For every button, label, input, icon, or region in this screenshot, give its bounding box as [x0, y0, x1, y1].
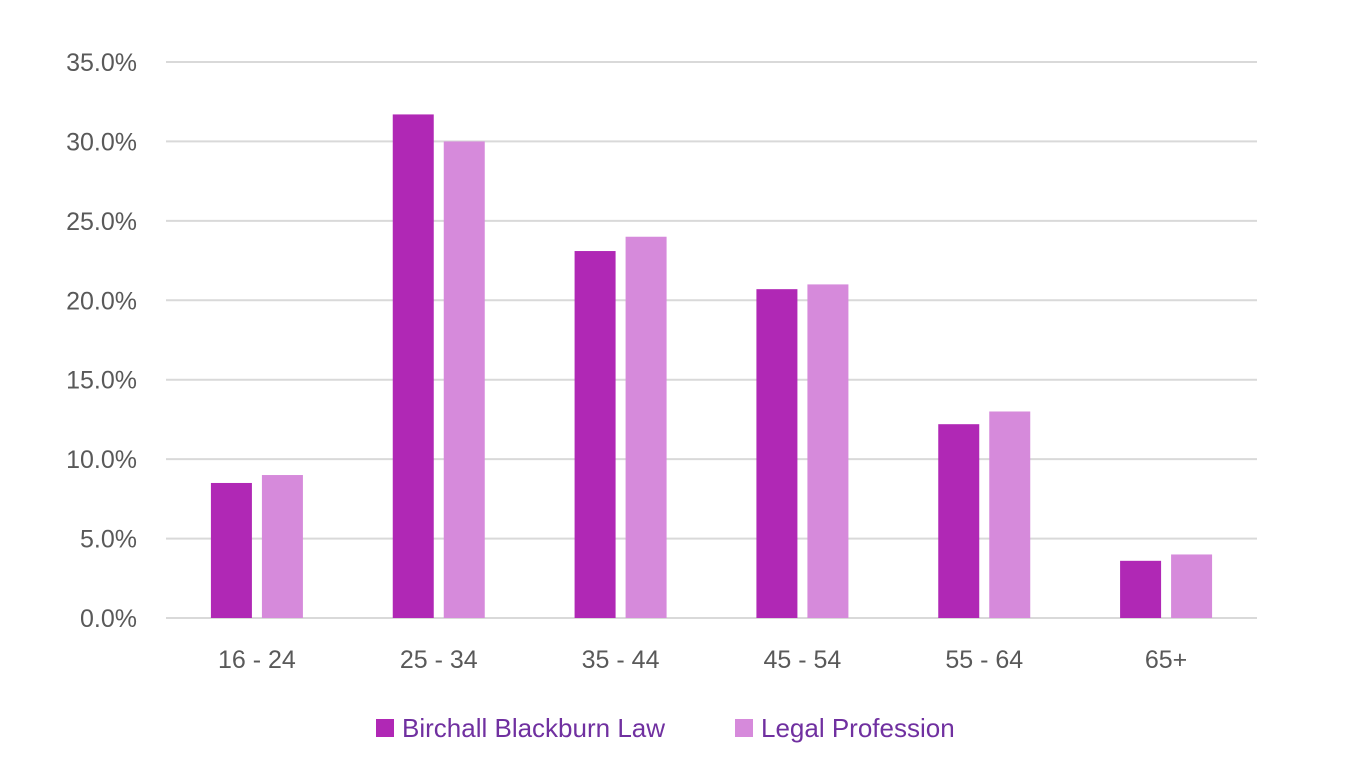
y-tick-label: 0.0% [80, 605, 137, 633]
y-tick-label: 15.0% [66, 367, 137, 395]
bars [210, 114, 1213, 619]
bar-birchall-blackburn-law [392, 114, 434, 619]
legend: Birchall Blackburn Law Legal Profession [376, 713, 955, 743]
bar-birchall-blackburn-law [1120, 560, 1162, 618]
x-tick-label: 16 - 24 [218, 646, 296, 674]
bar-legal-profession [261, 475, 303, 618]
legend-swatch [376, 719, 394, 737]
legend-label: Legal Profession [761, 713, 955, 743]
bar-birchall-blackburn-law [756, 289, 798, 618]
bar-legal-profession [443, 141, 485, 618]
gridlines [166, 61, 1257, 619]
y-tick-label: 20.0% [66, 287, 137, 315]
x-axis-tick-labels: 16 - 24 25 - 34 35 - 44 45 - 54 55 - 64 65+ [218, 646, 1187, 674]
y-axis-tick-labels: 0.0% 5.0% 10.0% 15.0% 20.0% 25.0% 30.0% 35.0% [66, 49, 137, 633]
x-tick-label: 65+ [1145, 646, 1187, 674]
y-tick-label: 30.0% [66, 128, 137, 156]
legend-swatch [735, 719, 753, 737]
x-tick-label: 25 - 34 [400, 646, 478, 674]
y-tick-label: 35.0% [66, 49, 137, 77]
x-tick-label: 35 - 44 [582, 646, 660, 674]
bar-legal-profession [989, 411, 1031, 618]
x-tick-label: 45 - 54 [763, 646, 841, 674]
bar-legal-profession [807, 284, 849, 618]
y-tick-label: 10.0% [66, 446, 137, 474]
bar-birchall-blackburn-law [938, 424, 980, 618]
bar-legal-profession [1171, 554, 1213, 618]
x-tick-label: 55 - 64 [945, 646, 1023, 674]
bar-birchall-blackburn-law [574, 251, 616, 619]
y-tick-label: 5.0% [80, 526, 137, 554]
y-tick-label: 25.0% [66, 208, 137, 236]
bar-legal-profession [625, 236, 667, 618]
legend-label: Birchall Blackburn Law [402, 713, 665, 743]
bar-birchall-blackburn-law [210, 482, 252, 618]
